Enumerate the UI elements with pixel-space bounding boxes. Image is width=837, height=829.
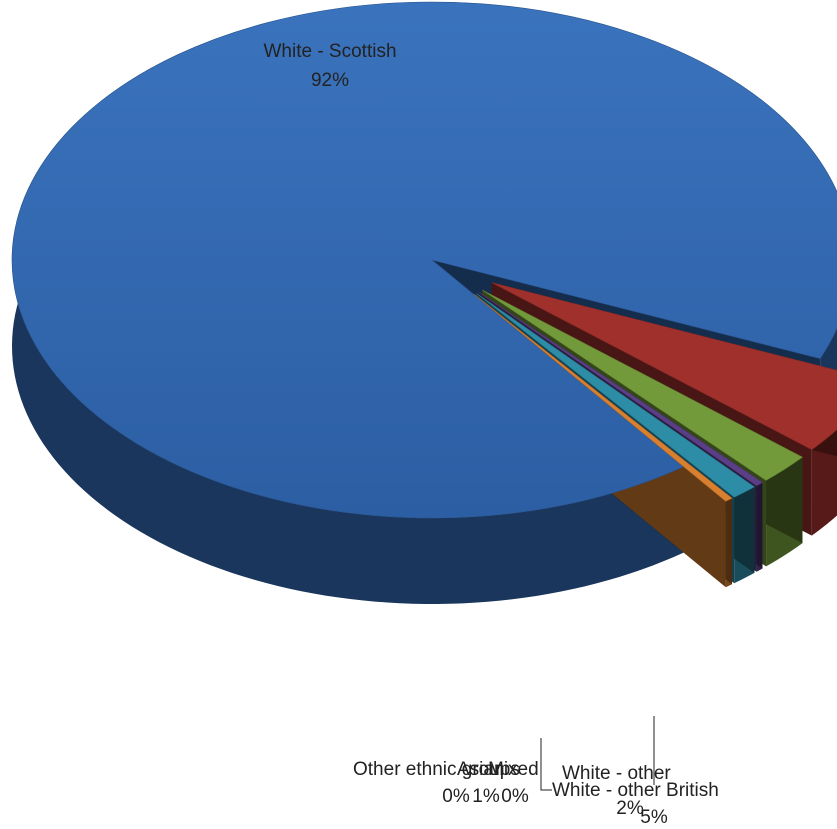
pie-slice-tops	[11, 1, 837, 519]
pie-labels: White - Scottish 92% Other ethnic groups…	[263, 41, 718, 828]
slice-other-ethnic-groups	[474, 294, 733, 502]
leader-white-other	[540, 738, 552, 791]
label-asian-pct: 1%	[472, 786, 500, 807]
slice-white-other	[482, 289, 804, 481]
label-other-ethnic-pct: 0%	[442, 786, 470, 807]
label-other-ethnic-name: Other ethnic groups	[353, 759, 520, 780]
slice-rim-white-other-british	[811, 429, 837, 536]
label-white-other-british-name: White - other British	[552, 780, 719, 801]
slice-asian	[476, 293, 756, 498]
label-asian-name: Asian	[457, 759, 505, 780]
label-white-scottish-name: White - Scottish	[263, 41, 396, 62]
label-mixed-name: Mixed	[488, 759, 539, 780]
label-white-scottish-pct: 92%	[311, 70, 349, 91]
label-mixed-pct: 0%	[501, 786, 529, 807]
label-white-other-pct: 2%	[616, 798, 644, 819]
slice-white-scottish	[11, 1, 837, 519]
label-white-other-name: White - other	[562, 763, 671, 784]
label-white-other-british-pct: 5%	[640, 807, 668, 828]
slice-mixed	[478, 292, 764, 487]
slice-white-other-british	[491, 282, 837, 451]
